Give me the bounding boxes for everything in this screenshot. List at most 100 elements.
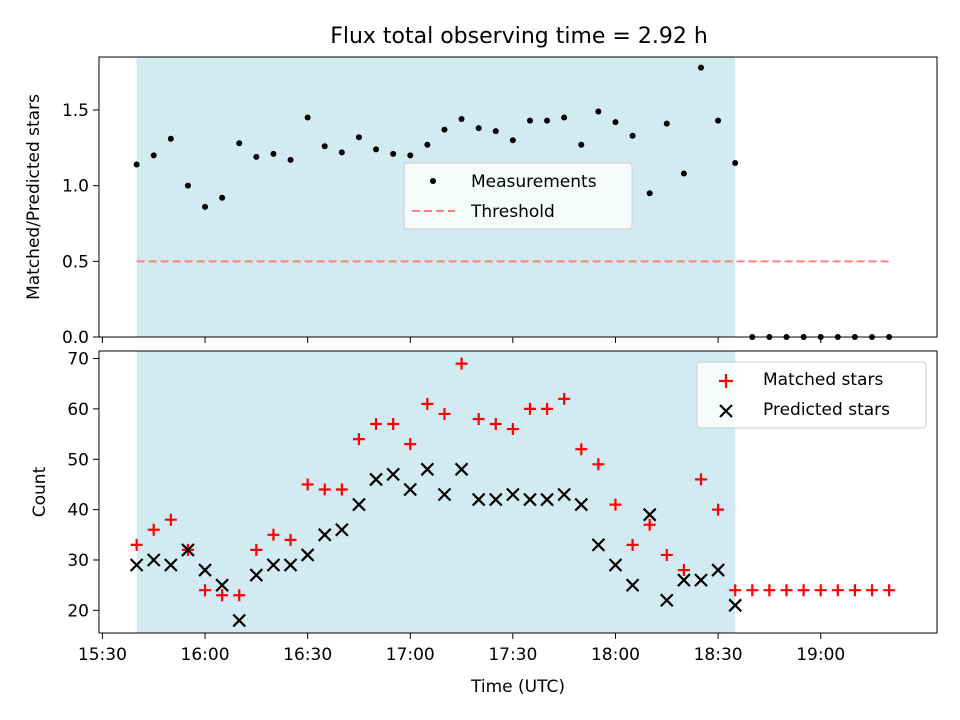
- matched-star-point: [541, 402, 554, 415]
- measurement-point: [184, 182, 191, 189]
- predicted-star-point: [335, 522, 349, 537]
- predicted-star-point: [317, 528, 332, 542]
- matched-star-point: [489, 418, 502, 431]
- x-tick-label: 16:00: [181, 645, 230, 665]
- measurement-point: [390, 150, 397, 157]
- matched-star-point: [199, 584, 212, 597]
- measurement-point: [509, 137, 516, 144]
- predicted-star-point: [557, 487, 571, 502]
- matched-star-point: [694, 473, 707, 486]
- measurement-point: [475, 125, 482, 132]
- predicted-star-point: [506, 487, 520, 502]
- top-panel: 0.0 0.5 1.0 1.5 Matched/Predicted stars Mea…: [24, 56, 938, 348]
- matched-star-point: [506, 423, 519, 436]
- predicted-star-point: [437, 487, 452, 502]
- measurement-point: [612, 119, 619, 126]
- top-y-tick-label: 0.0: [62, 328, 89, 348]
- bottom-y-axis-label: Count: [30, 466, 50, 517]
- matched-star-point: [352, 433, 365, 446]
- matched-star-point: [609, 498, 622, 511]
- measurement-point: [732, 159, 739, 166]
- matched-star-point: [216, 589, 229, 602]
- predicted-star-point: [386, 467, 400, 482]
- predicted-star-point: [574, 497, 589, 512]
- predicted-star-point: [625, 578, 640, 592]
- matched-star-point: [712, 503, 725, 516]
- predicted-star-point: [198, 563, 212, 577]
- matched-star-point: [746, 584, 759, 597]
- bottom-y-tick-label: 40: [67, 501, 89, 521]
- bottom-y-ticks: 20 30 40 50 60 70: [67, 350, 99, 621]
- bottom-observing-span: [136, 351, 736, 633]
- measurement-point: [407, 152, 414, 159]
- measurement-point: [202, 203, 209, 210]
- predicted-star-point: [677, 573, 691, 587]
- matched-star-point: [335, 483, 348, 496]
- matched-star-point: [831, 584, 844, 597]
- bottom-legend-box: [696, 361, 927, 429]
- predicted-star-point: [352, 497, 366, 512]
- measurement-point: [167, 135, 174, 142]
- predicted-star-point: [266, 558, 281, 572]
- top-plot-frame: [98, 56, 938, 338]
- legend-threshold-label: Threshold: [470, 202, 555, 222]
- measurement-point: [663, 120, 670, 127]
- predicted-star-point: [129, 558, 144, 572]
- measurement-point: [236, 140, 243, 147]
- measurement-point: [355, 134, 362, 141]
- measurement-point: [697, 64, 704, 71]
- measurement-point: [424, 141, 431, 148]
- matched-star-point: [130, 538, 143, 551]
- predicted-star-point: [608, 558, 623, 572]
- measurement-point: [544, 117, 551, 124]
- matched-star-point: [797, 584, 810, 597]
- predicted-star-point: [471, 492, 486, 507]
- matched-star-point: [370, 418, 383, 431]
- measurement-point: [629, 132, 636, 139]
- matched-star-point: [472, 412, 485, 425]
- matched-star-point: [164, 513, 177, 526]
- predicted-star-point: [488, 492, 503, 507]
- matched-star-point: [814, 584, 827, 597]
- x-tick-label: 15:30: [78, 645, 127, 665]
- top-legend-box: [403, 162, 633, 230]
- measurement-point: [270, 150, 277, 157]
- predicted-star-point: [369, 472, 383, 487]
- matched-star-point: [575, 443, 588, 456]
- predicted-star-point: [215, 578, 229, 592]
- matched-star-point: [301, 478, 314, 491]
- top-y-tick-label: 1.5: [62, 101, 89, 121]
- matched-star-point: [318, 483, 331, 496]
- bottom-x-ticks: 15:30 16:00 16:30 17:00 17:30 18:00 18:30 19:00: [78, 633, 845, 665]
- predicted-star-point: [300, 548, 315, 562]
- x-tick-label: 19:00: [796, 645, 845, 665]
- matched-star-point: [643, 518, 656, 531]
- predicted-star-point: [642, 507, 657, 522]
- matched-star-point: [387, 418, 400, 431]
- predicted-star-point: [660, 593, 674, 608]
- predicted-star-point: [540, 492, 554, 507]
- bottom-y-tick-label: 70: [67, 350, 89, 370]
- matched-star-point: [558, 392, 571, 405]
- bottom-y-tick-label: 20: [67, 601, 89, 621]
- matched-star-point: [626, 538, 639, 551]
- predicted-star-point: [283, 558, 298, 572]
- figure-title: Flux total observing time = 2.92 h: [330, 24, 708, 49]
- measurement-point: [492, 128, 499, 135]
- top-y-axis-label: Matched/Predicted stars: [24, 94, 44, 300]
- top-y-tick-label: 1.0: [62, 177, 89, 197]
- predicted-star-point: [232, 613, 247, 628]
- measurement-point: [680, 170, 687, 177]
- bottom-y-tick-label: 30: [67, 551, 89, 571]
- legend-measurement-marker: [430, 178, 436, 184]
- measurement-point: [441, 126, 448, 133]
- measurement-point: [526, 117, 533, 124]
- matched-star-point: [233, 589, 246, 602]
- predicted-star-point: [711, 563, 725, 577]
- measurement-point: [561, 114, 568, 121]
- measurement-point: [253, 153, 260, 160]
- predicted-star-point: [523, 492, 537, 507]
- bottom-y-tick-label: 60: [67, 400, 89, 420]
- measurement-point: [578, 141, 585, 148]
- x-tick-label: 18:30: [694, 645, 743, 665]
